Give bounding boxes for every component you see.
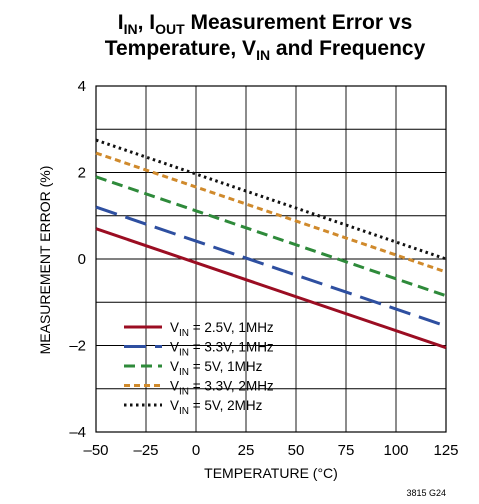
title-comma: , I (138, 11, 156, 34)
title-temp: Temperature, V (105, 37, 256, 60)
grid (96, 86, 446, 432)
title-rest1: Measurement Error vs (185, 11, 413, 34)
series-lines (95, 138, 447, 350)
y-axis-label: MEASUREMENT ERROR (%) (37, 166, 53, 355)
series-line-3 (95, 175, 447, 298)
legend-label-2: VIN = 3.3V, 1MHz (170, 340, 274, 359)
x-tick-label: 25 (238, 442, 255, 459)
title-i: I (118, 11, 124, 34)
y-tick-label: 0 (78, 251, 86, 268)
legend-label-4: VIN = 3.3V, 2MHz (170, 379, 274, 398)
title-i-sub: IN (124, 21, 138, 37)
x-tick-label: 75 (338, 442, 355, 459)
chart-title-line1: IIN, IOUT Measurement Error vs (118, 11, 413, 37)
title-rest2: and Frequency (270, 37, 426, 60)
x-tick-label: –25 (133, 442, 158, 459)
x-tick-label: 100 (383, 442, 408, 459)
series-line-2 (95, 205, 447, 328)
x-tick-label: 0 (192, 442, 200, 459)
figure-code: 3815 G24 (406, 488, 446, 498)
x-tick-label: 125 (433, 442, 458, 459)
plot-border (95, 85, 447, 433)
series-line-5 (95, 138, 447, 261)
chart-title-line2: Temperature, VIN and Frequency (105, 37, 426, 63)
legend-label-3: VIN = 5V, 1MHz (170, 359, 263, 378)
y-tick-label: 2 (78, 165, 86, 182)
y-tick-label: 4 (78, 78, 86, 95)
y-tick-label: –2 (69, 338, 86, 355)
series-line-4 (95, 151, 447, 274)
title-iout-sub: OUT (155, 21, 185, 37)
x-axis-label: TEMPERATURE (°C) (204, 465, 338, 481)
legend-label-5: VIN = 5V, 2MHz (170, 398, 263, 417)
plot-frame (95, 85, 447, 433)
x-tick-labels: –50 –25 0 25 50 75 100 125 (83, 442, 458, 459)
legend-label-1: VIN = 2.5V, 1MHz (170, 320, 274, 339)
x-tick-label: –50 (83, 442, 108, 459)
title-vin-sub: IN (256, 47, 270, 63)
series-line-1 (95, 227, 447, 350)
y-tick-label: –4 (69, 424, 86, 441)
y-tick-labels: –4 –2 0 2 4 (69, 78, 86, 441)
x-tick-label: 50 (288, 442, 305, 459)
